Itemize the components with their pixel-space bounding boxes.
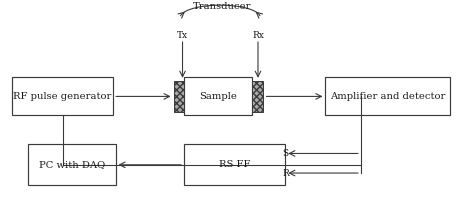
- Text: Tx: Tx: [177, 30, 188, 40]
- Text: R: R: [282, 169, 289, 178]
- Bar: [12, 77, 113, 115]
- Text: Amplifier and detector: Amplifier and detector: [330, 92, 446, 101]
- Text: S: S: [282, 149, 288, 158]
- Bar: [252, 81, 263, 112]
- Bar: [184, 144, 285, 185]
- Text: RS FF: RS FF: [219, 160, 250, 169]
- Bar: [173, 81, 184, 112]
- Text: PC with DAQ: PC with DAQ: [39, 160, 105, 169]
- Text: Transducer: Transducer: [192, 2, 251, 11]
- Text: Sample: Sample: [199, 92, 237, 101]
- Bar: [28, 144, 116, 185]
- Text: RF pulse generator: RF pulse generator: [13, 92, 112, 101]
- Text: Rx: Rx: [252, 30, 264, 40]
- Bar: [184, 77, 252, 115]
- Bar: [326, 77, 450, 115]
